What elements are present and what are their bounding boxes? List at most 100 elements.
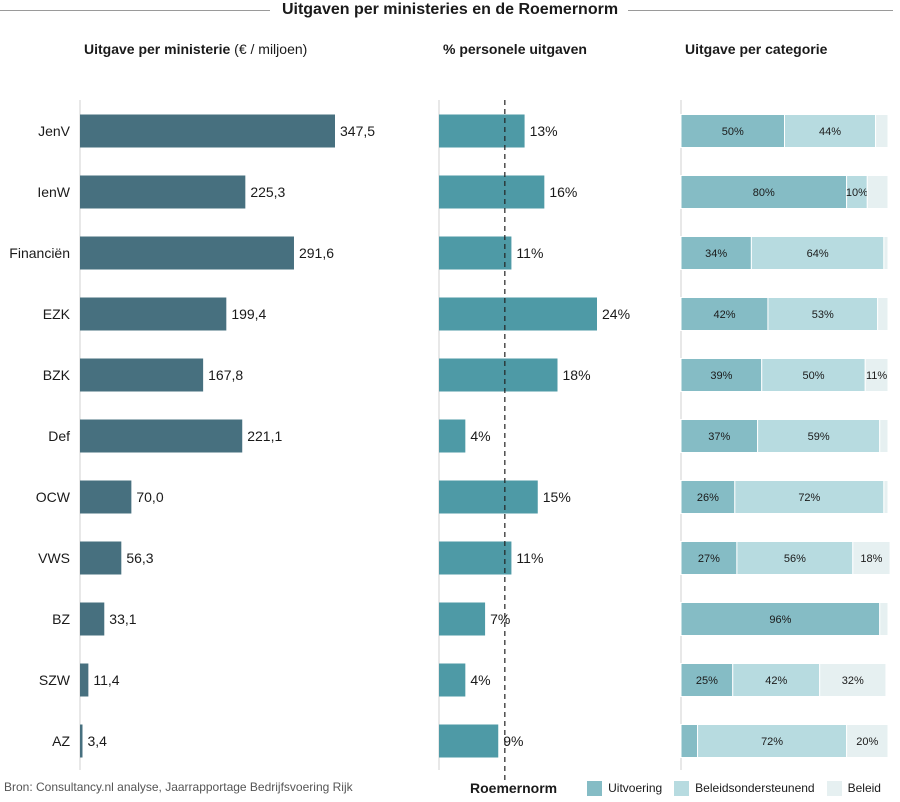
category-segment-label-beleidsondersteunend-ienw: 10% xyxy=(846,187,868,199)
category-label-szw: SZW xyxy=(39,672,71,688)
category-segment-label-uitvoering-jenv: 50% xyxy=(722,126,744,138)
personnel-bar-az xyxy=(439,724,499,758)
legend: Roemernorm Uitvoering Beleidsondersteune… xyxy=(470,780,893,796)
legend-swatch-beleidsondersteunend xyxy=(674,780,690,796)
panel-title-spend: Uitgave per ministerie (€ / miljoen) xyxy=(84,41,308,57)
spend-bar-szw xyxy=(80,663,89,697)
category-segment-label-uitvoering-bz: 96% xyxy=(769,614,791,626)
category-label-bzk: BZK xyxy=(43,367,71,383)
category-label-financien: Financiën xyxy=(9,245,70,261)
personnel-value-label-bz: 7% xyxy=(490,611,510,627)
category-segment-label-beleidsondersteunend-vws: 56% xyxy=(784,553,806,565)
spend-bar-ienw xyxy=(80,175,246,209)
category-segment-label-uitvoering-vws: 27% xyxy=(698,553,720,565)
spend-bar-def xyxy=(80,419,243,453)
category-label-vws: VWS xyxy=(38,550,70,566)
category-segment-uitvoering-def xyxy=(680,419,759,453)
personnel-bar-ocw xyxy=(439,480,538,514)
spend-bar-az xyxy=(80,724,83,758)
category-segment-uitvoering-financien xyxy=(680,236,752,270)
category-segment-label-uitvoering-ienw: 80% xyxy=(753,187,775,199)
panel-title-category: Uitgave per categorie xyxy=(685,41,828,57)
category-segment-beleid-bzk xyxy=(864,358,889,392)
category-segment-label-uitvoering-ezk: 42% xyxy=(713,309,735,321)
category-segment-beleidsondersteunend-def xyxy=(757,419,881,453)
title-rule-right xyxy=(628,10,893,11)
legend-swatch-beleid xyxy=(826,780,842,796)
personnel-bar-def xyxy=(439,419,466,453)
source-note: Bron: Consultancy.nl analyse, Jaarrappor… xyxy=(4,780,353,794)
spend-value-label-ezk: 199,4 xyxy=(231,306,266,322)
panel-title-personnel: % personele uitgaven xyxy=(443,41,587,57)
category-segment-uitvoering-szw xyxy=(680,663,734,697)
spend-bar-bzk xyxy=(80,358,204,392)
category-segment-label-beleid-szw: 32% xyxy=(842,675,864,687)
title-rule-left xyxy=(0,10,270,11)
spend-value-label-def: 221,1 xyxy=(247,428,282,444)
category-segment-label-beleidsondersteunend-jenv: 44% xyxy=(819,126,841,138)
personnel-value-label-jenv: 13% xyxy=(530,123,558,139)
category-segment-beleid-ezk xyxy=(877,297,889,331)
personnel-bar-bz xyxy=(439,602,486,636)
chart-title: Uitgaven per ministeries en de Roemernor… xyxy=(0,0,900,20)
category-label-ezk: EZK xyxy=(43,306,71,322)
personnel-value-label-ienw: 16% xyxy=(549,184,577,200)
legend-label-uitvoering: Uitvoering xyxy=(608,781,663,795)
legend-label-beleid: Beleid xyxy=(847,781,881,795)
spend-value-label-bzk: 167,8 xyxy=(208,367,243,383)
spend-bar-ocw xyxy=(80,480,132,514)
category-segment-uitvoering-vws xyxy=(680,541,738,575)
category-segment-label-beleid-bzk: 11% xyxy=(866,370,887,382)
category-segment-label-beleid-az: 20% xyxy=(856,736,878,748)
spend-value-label-vws: 56,3 xyxy=(126,550,153,566)
category-segment-label-uitvoering-ocw: 26% xyxy=(697,492,719,504)
category-segment-uitvoering-jenv xyxy=(680,114,785,148)
spend-bar-bz xyxy=(80,602,105,636)
category-segment-label-beleidsondersteunend-ocw: 72% xyxy=(798,492,820,504)
legend-item-beleidsondersteunend: Beleidsondersteunend xyxy=(674,780,815,796)
category-label-jenv: JenV xyxy=(38,123,71,139)
personnel-bar-jenv xyxy=(439,114,525,148)
category-segment-label-beleidsondersteunend-financien: 64% xyxy=(807,248,829,260)
category-segment-beleid-az xyxy=(846,724,889,758)
category-segment-label-uitvoering-szw: 25% xyxy=(696,675,718,687)
personnel-value-label-def: 4% xyxy=(470,428,490,444)
personnel-bar-ezk xyxy=(439,297,597,331)
personnel-bar-bzk xyxy=(439,358,558,392)
category-label-az: AZ xyxy=(52,733,70,749)
category-segment-beleidsondersteunend-financien xyxy=(750,236,885,270)
personnel-bar-financien xyxy=(439,236,512,270)
legend-swatch-uitvoering xyxy=(587,780,603,796)
legend-item-beleid: Beleid xyxy=(826,780,881,796)
category-segment-uitvoering-az xyxy=(680,724,699,758)
category-label-bz: BZ xyxy=(52,611,70,627)
category-label-ocw: OCW xyxy=(36,489,71,505)
spend-value-label-jenv: 347,5 xyxy=(340,123,375,139)
spend-bar-vws xyxy=(80,541,122,575)
category-segment-uitvoering-bz xyxy=(680,602,881,636)
category-segment-label-beleidsondersteunend-ezk: 53% xyxy=(812,309,834,321)
personnel-value-label-az: 9% xyxy=(503,733,523,749)
category-segment-beleidsondersteunend-ocw xyxy=(734,480,885,514)
personnel-value-label-ocw: 15% xyxy=(543,489,571,505)
spend-bar-ezk xyxy=(80,297,227,331)
category-segment-uitvoering-ienw xyxy=(680,175,848,209)
category-segment-beleid-financien xyxy=(883,236,889,270)
category-segment-beleid-ienw xyxy=(866,175,889,209)
category-segment-label-beleidsondersteunend-az: 72% xyxy=(761,736,783,748)
category-segment-label-beleidsondersteunend-def: 59% xyxy=(808,431,830,443)
category-segment-beleid-jenv xyxy=(875,114,889,148)
personnel-bar-szw xyxy=(439,663,466,697)
category-segment-beleid-def xyxy=(879,419,889,453)
spend-value-label-ienw: 225,3 xyxy=(250,184,285,200)
category-segment-beleidsondersteunend-vws xyxy=(736,541,854,575)
category-segment-beleidsondersteunend-az xyxy=(697,724,848,758)
category-label-ienw: IenW xyxy=(37,184,70,200)
spend-value-label-az: 3,4 xyxy=(87,733,107,749)
category-segment-label-uitvoering-bzk: 39% xyxy=(710,370,732,382)
spend-value-label-financien: 291,6 xyxy=(299,245,334,261)
spend-bar-jenv xyxy=(80,114,335,148)
category-segment-uitvoering-ocw xyxy=(680,480,736,514)
category-segment-beleidsondersteunend-szw xyxy=(732,663,821,697)
